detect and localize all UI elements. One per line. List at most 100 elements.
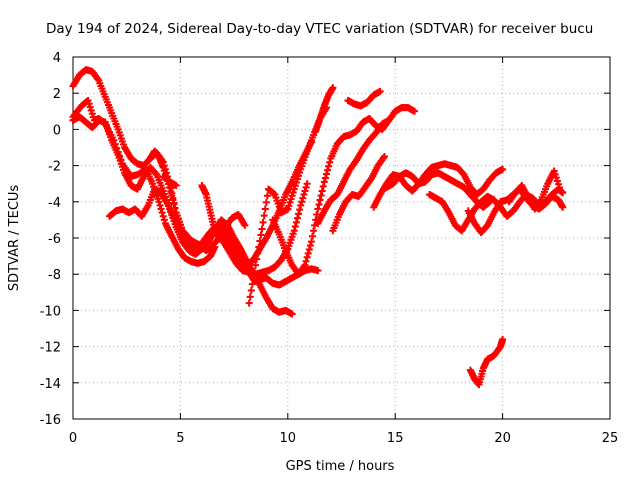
series-track-13 (344, 87, 384, 110)
data-point (376, 87, 384, 95)
data-point (117, 156, 125, 164)
data-point (411, 107, 419, 115)
data-point (169, 196, 177, 204)
data-point (288, 310, 296, 318)
data-point (256, 237, 264, 245)
data-point (114, 148, 122, 156)
data-point (160, 216, 168, 224)
data-point (329, 84, 337, 92)
data-point (314, 267, 322, 275)
data-point (385, 116, 393, 124)
data-point (298, 198, 306, 206)
data-point (306, 242, 314, 250)
data-point (325, 162, 333, 170)
x-tick-label: 0 (69, 431, 77, 446)
data-point (309, 232, 317, 240)
data-point (310, 227, 318, 235)
series-track-10 (312, 84, 337, 135)
data-point (304, 249, 312, 257)
y-tick-label: 0 (53, 123, 61, 138)
y-tick-label: -14 (40, 377, 61, 392)
data-point (499, 165, 507, 173)
data-points (69, 66, 567, 389)
data-point (302, 183, 310, 191)
x-tick-label: 10 (280, 431, 297, 446)
y-tick-label: -8 (48, 268, 61, 283)
y-tick-label: -10 (40, 304, 61, 319)
data-point (299, 194, 307, 202)
plot-frame (72, 56, 611, 420)
data-point (157, 205, 165, 213)
data-point (246, 293, 254, 301)
data-point (261, 205, 269, 213)
series-track-18 (505, 167, 565, 213)
data-point (303, 180, 311, 188)
data-point (291, 223, 299, 231)
y-tick-label: 4 (53, 51, 61, 66)
data-point (253, 255, 261, 263)
data-point (293, 214, 301, 222)
data-point (499, 335, 507, 343)
data-point (263, 192, 271, 200)
y-tick-label: -4 (48, 196, 61, 211)
data-point (314, 205, 322, 213)
data-point (301, 261, 309, 269)
data-point (262, 198, 270, 206)
data-point (168, 192, 176, 200)
data-point (380, 153, 388, 161)
data-point (317, 191, 325, 199)
data-point (259, 218, 267, 226)
y-tick-label: 2 (53, 87, 61, 102)
data-point (167, 188, 175, 196)
data-point (158, 209, 166, 217)
data-point (321, 174, 329, 182)
data-point (318, 187, 326, 195)
data-point (251, 267, 259, 275)
y-tick-label: -16 (40, 413, 61, 428)
x-tick-label: 5 (176, 431, 184, 446)
x-tick-label: 15 (387, 431, 404, 446)
data-point (248, 280, 256, 288)
data-point (156, 201, 164, 209)
data-point (257, 231, 265, 239)
data-point (113, 144, 121, 152)
series-track-7 (198, 180, 311, 278)
data-point (241, 221, 249, 229)
data-point (322, 170, 330, 178)
data-point (301, 187, 309, 195)
data-point (252, 261, 260, 269)
data-point (295, 210, 303, 218)
y-tick-label: -2 (48, 160, 61, 175)
y-tick-label: -6 (48, 232, 61, 247)
data-point (171, 204, 179, 212)
data-point (300, 191, 308, 199)
data-point (258, 225, 266, 233)
x-tick-label: 25 (602, 431, 619, 446)
data-point (303, 253, 311, 261)
data-point (255, 243, 263, 251)
data-point (155, 198, 163, 206)
data-point (315, 201, 323, 209)
series-track-6 (159, 172, 180, 190)
data-point (292, 218, 300, 226)
series-track-15 (383, 169, 494, 211)
data-point (245, 299, 253, 307)
x-tick-label: 20 (494, 431, 511, 446)
axes (72, 56, 611, 420)
data-point (319, 182, 327, 190)
data-point (305, 245, 313, 253)
data-point (297, 201, 305, 209)
data-point (159, 212, 167, 220)
data-point (170, 200, 178, 208)
data-point (307, 238, 315, 246)
x-axis-label: GPS time / hours (286, 459, 395, 474)
data-point (254, 249, 262, 257)
data-point (172, 182, 180, 190)
data-point (296, 206, 304, 214)
series-track-12 (329, 153, 388, 235)
y-tick-label: -12 (40, 341, 61, 356)
data-point (260, 212, 268, 220)
data-point (152, 169, 160, 177)
series-track-19 (466, 335, 507, 389)
